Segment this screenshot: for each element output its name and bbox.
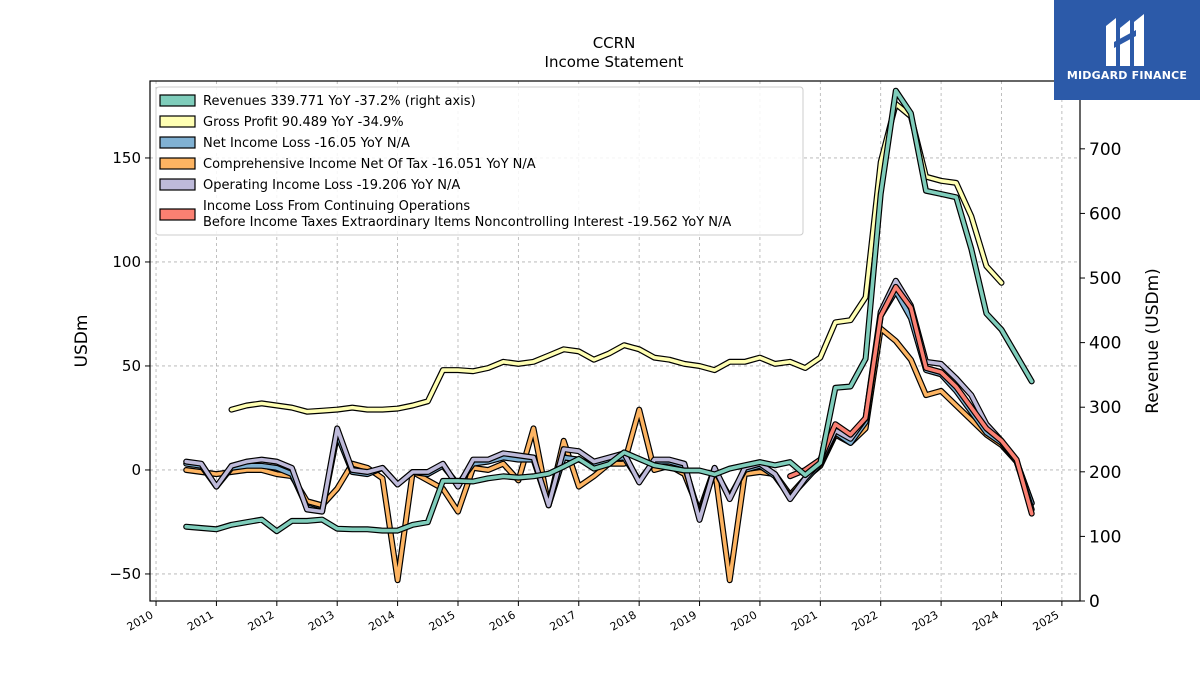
logo-text: MIDGARD FINANCE <box>1066 69 1188 82</box>
legend-swatch-5 <box>159 208 196 221</box>
chart-subtitle: Income Statement <box>545 53 684 71</box>
legend-label-4: Operating Income Loss -19.206 YoY N/A <box>203 178 460 193</box>
y-tick-label-left: 100 <box>112 253 141 271</box>
plot-frame <box>149 80 1081 602</box>
y-tick-label-right: 100 <box>1089 527 1121 547</box>
legend-swatch-2 <box>159 136 196 149</box>
y-tick-label-right: 500 <box>1089 269 1121 289</box>
legend-label-1: Gross Profit 90.489 YoY -34.9% <box>203 115 404 130</box>
y-tick-label-left: 0 <box>131 461 141 479</box>
y-axis-left: −50 0 50 100 150 <box>109 149 150 583</box>
series-0-line <box>183 87 1035 535</box>
series-5-line <box>787 283 1035 517</box>
chart-title: CCRN <box>593 34 636 52</box>
y-axis-label-left: USDm <box>72 315 92 368</box>
legend-label-5: Before Income Taxes Extraordinary Items … <box>203 215 731 230</box>
legend-label-5: Income Loss From Continuing Operations <box>203 199 470 214</box>
legend-box <box>155 86 804 236</box>
y-axis-label-right: Revenue (USDm) <box>1143 268 1163 414</box>
legend: Revenues 339.771 YoY -37.2% (right axis)… <box>155 86 804 236</box>
legend-label-3: Comprehensive Income Net Of Tax -16.051 … <box>203 157 536 172</box>
midgard-m-logo-icon <box>1106 14 1144 66</box>
series-1-line <box>228 100 1005 415</box>
y-tick-label-right: 400 <box>1089 334 1121 354</box>
legend-label-2: Net Income Loss -16.05 YoY N/A <box>203 136 410 151</box>
y-tick-label-right: 0 <box>1089 592 1100 612</box>
y-tick-label-right: 700 <box>1089 140 1121 160</box>
legend-swatch-1 <box>159 115 196 128</box>
y-tick-label-right: 300 <box>1089 398 1121 418</box>
series-layer <box>183 87 1035 584</box>
y-tick-label-right: 600 <box>1089 204 1121 224</box>
legend-swatch-0 <box>159 94 196 107</box>
midgard-finance-logo: MIDGARD FINANCE <box>1054 0 1200 100</box>
legend-swatch-4 <box>159 178 196 191</box>
legend-label-0: Revenues 339.771 YoY -37.2% (right axis) <box>203 94 476 109</box>
y-tick-label-left: 50 <box>122 357 141 375</box>
y-tick-label-left: 150 <box>112 149 141 167</box>
legend-swatch-3 <box>159 157 196 170</box>
y-tick-label-left: −50 <box>109 565 141 583</box>
y-tick-label-right: 200 <box>1089 463 1121 483</box>
